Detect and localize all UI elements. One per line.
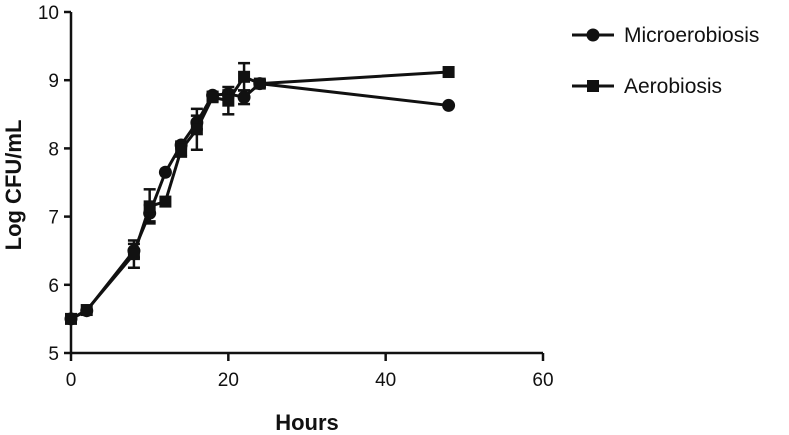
data-point-square [143,200,156,213]
data-point-square [190,123,203,136]
data-point-square [253,77,266,90]
data-point-circle [237,90,251,104]
legend: Microerobiosis Aerobiosis [572,24,759,98]
legend-label-microerobiosis: Microerobiosis [624,24,759,47]
data-point-square [222,94,235,107]
legend-item-aerobiosis: Aerobiosis [572,75,722,98]
data-point-circle [158,165,172,179]
series-layer [64,61,456,326]
y-tick-label: 10 [38,3,59,24]
data-point-square [65,312,77,325]
series-line [70,82,449,321]
data-point-circle [442,98,456,112]
series-microerobiosis [64,77,456,326]
y-tick-label: 8 [48,139,59,160]
x-tick-label: 0 [66,370,77,391]
data-point-square [206,91,219,104]
y-tick-label: 7 [48,208,59,229]
x-tick-label: 60 [532,370,553,391]
series-aerobiosis [65,61,455,325]
y-axis: 5 6 7 8 9 10 [38,3,73,365]
legend-label-aerobiosis: Aerobiosis [624,75,722,98]
x-tick-label: 40 [375,370,396,391]
data-point-square [159,195,172,208]
series-line [70,70,449,321]
legend-marker-square [587,80,599,92]
x-axis: 0 20 40 60 [66,351,554,391]
data-point-square [442,66,455,79]
legend-marker-circle [586,28,600,42]
data-point-square [238,70,251,83]
y-tick-label: 6 [48,276,59,297]
x-tick-label: 20 [218,370,239,391]
y-axis-title: Log CFU/mL [1,120,26,251]
y-tick-label: 5 [48,344,59,365]
x-axis-title: Hours [275,410,339,435]
data-point-square [175,143,188,156]
data-point-square [127,248,140,261]
data-point-square [80,304,93,317]
y-tick-label: 9 [48,71,59,92]
legend-item-microerobiosis: Microerobiosis [572,24,759,47]
